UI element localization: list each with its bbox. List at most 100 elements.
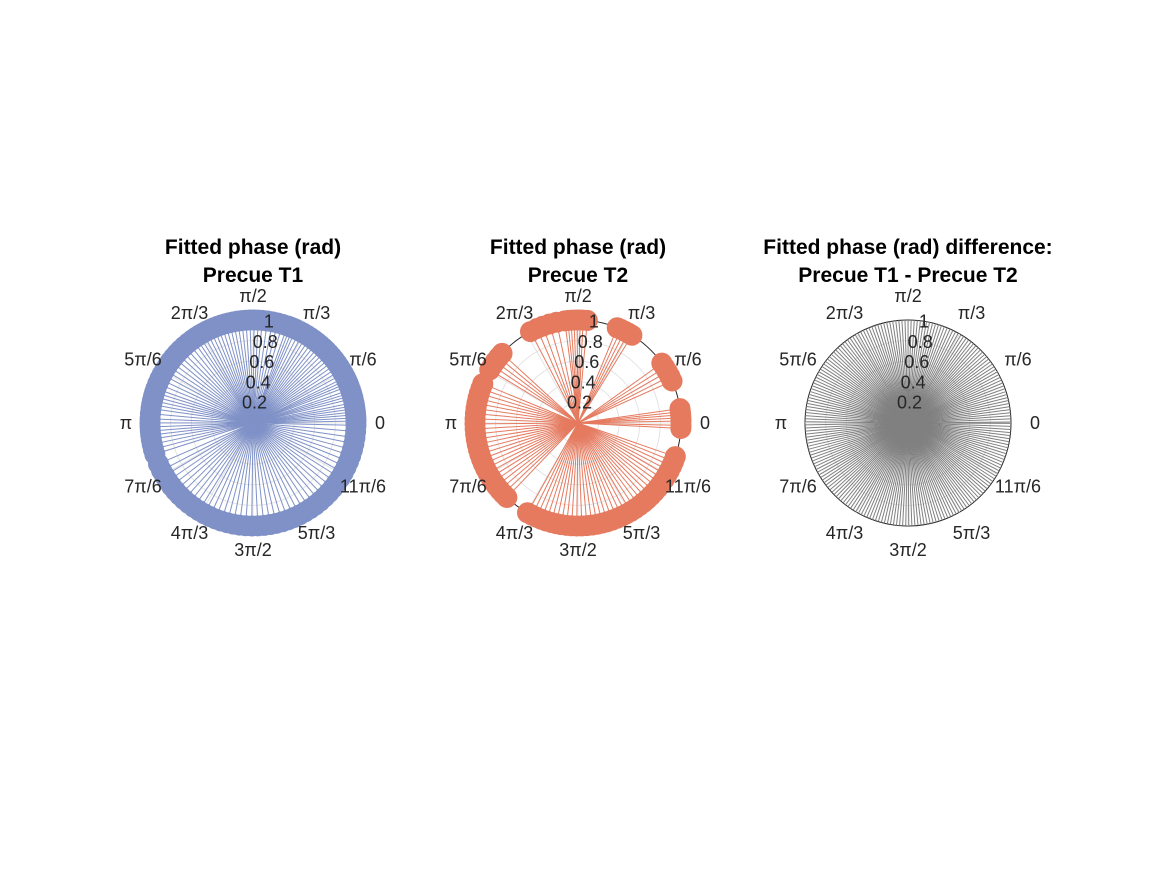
stem-line [252, 422, 283, 522]
stem-line [251, 422, 254, 526]
stem-line [252, 342, 318, 424]
stem-line [152, 422, 254, 445]
stem-line [827, 422, 909, 489]
stem-line [215, 422, 254, 520]
stem-line [577, 422, 623, 517]
stem-line [252, 334, 308, 424]
stem-line [852, 335, 909, 424]
stem-line [577, 422, 588, 526]
stem-line [252, 353, 330, 424]
stem-line [806, 422, 909, 441]
stem-line [577, 422, 667, 476]
stem-line [252, 422, 306, 513]
stem-line [498, 356, 579, 424]
stem-line [209, 422, 254, 517]
stem-line [476, 402, 579, 424]
stem-line [577, 327, 618, 424]
stem-line [907, 422, 968, 508]
theta-tick-label: 5π/3 [953, 523, 990, 543]
series-stems [805, 319, 1012, 527]
theta-tick-label: π [775, 413, 787, 433]
stem-line [545, 422, 579, 522]
data-point [651, 352, 673, 374]
stem-line [217, 326, 254, 424]
stem-line [895, 422, 909, 526]
stem-line [808, 396, 909, 424]
stem-line [907, 403, 1010, 424]
stem-line [229, 322, 254, 424]
stem-line [252, 422, 353, 451]
stem-line [907, 326, 945, 424]
stem-line [886, 322, 909, 424]
stem-line [829, 356, 909, 424]
stem-line [238, 422, 254, 526]
stem-line [577, 411, 681, 424]
stem-line [252, 422, 347, 468]
plot-title: Fitted phase (rad) difference: [763, 236, 1052, 259]
stem-line [907, 409, 1011, 424]
stem-line [198, 334, 254, 424]
stem-line [577, 422, 636, 510]
stem-line [203, 422, 254, 515]
stem-line [577, 422, 662, 485]
stem-line [886, 422, 909, 524]
stem-line [865, 328, 909, 424]
stem-line [252, 330, 301, 424]
stem-line [895, 320, 909, 424]
stem-line [577, 334, 633, 424]
stem-line [493, 422, 579, 483]
stem-line [907, 320, 921, 424]
stem-line [252, 422, 356, 439]
stem-line [852, 422, 909, 511]
r-tick-label: 0.6 [574, 352, 599, 372]
r-tick-label: 1 [264, 312, 274, 332]
stem-line [869, 422, 909, 519]
stem-line [570, 320, 579, 424]
stem-line [252, 321, 274, 424]
stem-line [857, 422, 909, 514]
stem-line [252, 422, 354, 445]
stem-line [577, 422, 674, 462]
stem-line [907, 422, 934, 523]
stem-line [907, 422, 977, 501]
stem-line [151, 403, 254, 424]
stem-line [252, 422, 356, 426]
stem-line [252, 422, 311, 510]
stem-line [812, 422, 909, 462]
stem-line [892, 321, 909, 424]
stem-line [805, 421, 909, 424]
stem-line [825, 360, 909, 424]
theta-grid-line [526, 333, 579, 424]
stem-line [252, 422, 337, 484]
stem-line [205, 330, 254, 424]
stem-line [820, 368, 909, 424]
stem-line [907, 322, 931, 424]
stem-line [907, 422, 992, 485]
stem-line [492, 365, 579, 424]
stem-line [564, 320, 579, 424]
stem-line [907, 422, 1010, 440]
stem-line [213, 327, 254, 424]
theta-tick-label: 2π/3 [826, 303, 863, 323]
stem-line [577, 420, 681, 424]
theta-tick-label: π/3 [628, 303, 655, 323]
stem-line [475, 407, 579, 424]
stem-line [167, 422, 254, 482]
stem-line [209, 329, 254, 424]
stem-line [577, 422, 670, 472]
stem-line [813, 422, 909, 465]
stem-line [193, 422, 254, 508]
stem-line [907, 341, 972, 424]
stem-line [195, 337, 254, 424]
stem-line [810, 422, 909, 456]
stem-line [151, 422, 254, 440]
stem-line [907, 422, 925, 525]
stem-line [863, 422, 909, 517]
stem-line [907, 422, 954, 516]
stem-line [855, 422, 909, 512]
stem-line [577, 408, 681, 424]
stem-line [907, 422, 1011, 427]
stem-line [155, 388, 254, 424]
r-tick-label: 0.6 [249, 352, 274, 372]
stem-line [907, 345, 977, 424]
